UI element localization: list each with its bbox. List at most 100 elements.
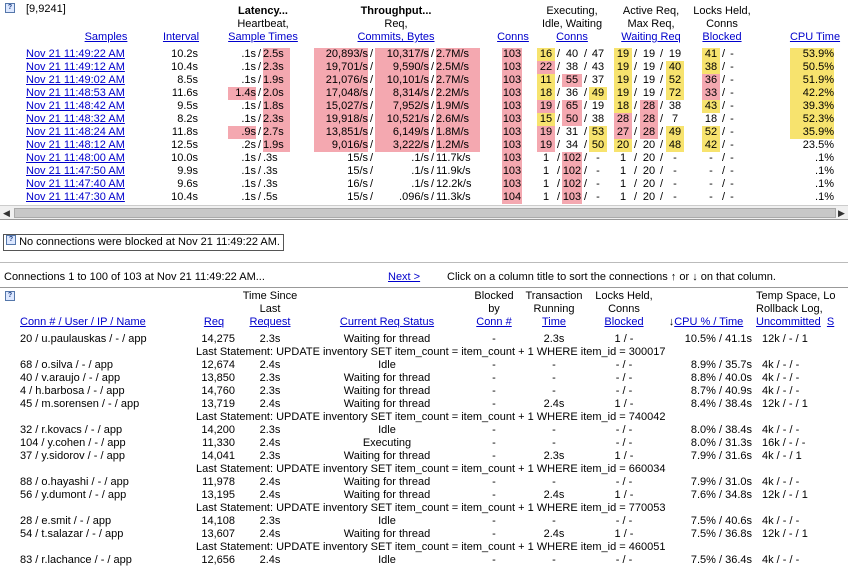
temp-space: 4k / - / -	[762, 554, 800, 566]
exec-line2: Idle, Waiting	[541, 18, 603, 30]
latency-sample-time: 2.7s	[263, 126, 290, 139]
blocked-line2: by	[488, 303, 500, 315]
next-page-link[interactable]: Next >	[388, 271, 421, 283]
active-req: 19	[614, 87, 632, 100]
scroll-right-icon[interactable]: ▶	[838, 208, 845, 218]
throughput-bytes: 2.2M/s	[436, 87, 480, 100]
column-temp-space[interactable]: Temp Space, Lo Rollback Log, Uncommitted…	[756, 290, 836, 329]
sample-time-link[interactable]: Nov 21 11:48:00 AM	[26, 152, 125, 164]
connection-row[interactable]: 104 / y.cohen / - / app 11,330 2.4s Executi…	[0, 437, 848, 450]
locks-held: - / -	[615, 437, 633, 449]
separator: /	[370, 191, 374, 203]
connection-row[interactable]: 20 / u.paulauskas / - / app 14,275 2.3s Wai…	[0, 333, 848, 346]
separator: /	[722, 48, 726, 60]
since-sort-link[interactable]: Request	[249, 316, 291, 328]
column-interval[interactable]: Interval	[162, 31, 200, 43]
sample-time-link[interactable]: Nov 21 11:49:12 AM	[26, 61, 125, 73]
blocked-sort-link[interactable]: Conn #	[476, 316, 512, 328]
max-req: 20	[642, 139, 656, 151]
blocked-line1: Blocked	[474, 290, 514, 302]
column-time-since[interactable]: Time Since Last Request	[230, 290, 310, 329]
connection-row[interactable]: 83 / r.lachance / - / app 12,656 2.4s Idle -…	[0, 554, 848, 567]
range-label: [9,9241]	[26, 3, 66, 15]
column-executing[interactable]: Executing, Idle, Waiting Conns	[533, 5, 611, 44]
column-conn-name[interactable]: Conn # / User / IP / Name	[20, 316, 146, 328]
latency-heartbeat: .1s	[241, 113, 256, 125]
locks-held: 1 / -	[614, 450, 634, 462]
horizontal-scrollbar[interactable]: ◀ ▶	[0, 205, 848, 219]
interval: 9.9s	[177, 165, 198, 177]
separator: /	[431, 48, 435, 60]
throughput-sort-link[interactable]: Commits, Bytes	[357, 31, 435, 43]
throughput-commits: 3,222/s	[375, 139, 429, 152]
waiting-req: -	[673, 165, 677, 177]
column-active-req[interactable]: Active Req, Max Req, Waiting Req	[612, 5, 690, 44]
column-blocked-by[interactable]: Blocked by Conn #	[466, 290, 522, 329]
blocked-by: -	[492, 515, 496, 527]
conn-name: 68 / o.silva / - / app	[20, 359, 113, 371]
column-status[interactable]: Current Req Status	[339, 316, 435, 328]
sample-time-link[interactable]: Nov 21 11:49:22 AM	[26, 48, 125, 60]
column-samples[interactable]: Samples	[84, 31, 128, 43]
connection-row[interactable]: 4 / h.barbosa / - / app 14,760 2.3s Waiting…	[0, 385, 848, 398]
conn-name: 45 / m.sorensen / - / app	[20, 398, 140, 410]
column-locks-held[interactable]: Locks Held, Conns Blocked	[588, 290, 660, 329]
executing-count: 19	[537, 139, 555, 152]
executing-count: 1	[542, 165, 550, 177]
conn-name: 54 / t.salazar / - / app	[20, 528, 124, 540]
column-latency[interactable]: Latency... Heartbeat, Sample Times	[213, 5, 313, 44]
connection-row[interactable]: 45 / m.sorensen / - / app 13,719 2.4s Waiti…	[0, 398, 848, 411]
cpu-percent-time: 8.8% / 40.0s	[690, 372, 752, 384]
latency-sort-link[interactable]: Sample Times	[228, 31, 298, 43]
column-cpu-time[interactable]: CPU Time	[789, 31, 841, 43]
temp-sort-link[interactable]: Uncommitted	[756, 316, 821, 328]
active-req: 1	[619, 191, 627, 203]
sample-time-link[interactable]: Nov 21 11:48:32 AM	[26, 113, 125, 125]
help-icon[interactable]: ?	[5, 291, 15, 301]
scrollbar-thumb[interactable]	[14, 208, 836, 218]
sample-time-link[interactable]: Nov 21 11:48:42 AM	[26, 100, 125, 112]
temp-extra-link[interactable]: S	[826, 316, 835, 328]
column-locks[interactable]: Locks Held, Conns Blocked	[684, 5, 760, 44]
waiting-req: -	[673, 178, 677, 190]
scroll-left-icon[interactable]: ◀	[3, 208, 10, 218]
connection-row[interactable]: 54 / t.salazar / - / app 13,607 2.4s Waitin…	[0, 528, 848, 541]
connection-row[interactable]: 68 / o.silva / - / app 12,674 2.4s Idle - - - …	[0, 359, 848, 372]
sample-time-link[interactable]: Nov 21 11:47:40 AM	[26, 178, 125, 190]
separator: /	[634, 178, 638, 190]
separator: /	[634, 113, 638, 125]
connection-row[interactable]: 32 / r.kovacs / - / app 14,200 2.3s Idle - - -…	[0, 424, 848, 437]
sample-time-link[interactable]: Nov 21 11:48:53 AM	[26, 87, 125, 99]
connection-row[interactable]: 56 / y.dumont / - / app 13,195 2.4s Waiting…	[0, 489, 848, 502]
help-icon[interactable]: ?	[6, 235, 16, 245]
connection-row[interactable]: 28 / e.smit / - / app 14,108 2.3s Idle - - - /…	[0, 515, 848, 528]
last-statement-row: Last Statement: UPDATE inventory SET ite…	[0, 411, 848, 424]
throughput-bytes: 11.3k/s	[436, 191, 471, 203]
sample-time-link[interactable]: Nov 21 11:49:02 AM	[26, 74, 125, 86]
cpu-sort-link[interactable]: CPU % / Time	[674, 316, 744, 328]
sample-time-link[interactable]: Nov 21 11:48:12 AM	[26, 139, 125, 151]
sample-time-link[interactable]: Nov 21 11:47:50 AM	[26, 165, 125, 177]
conn-locks-sort-link[interactable]: Blocked	[604, 316, 644, 328]
sample-time-link[interactable]: Nov 21 11:48:24 AM	[26, 126, 125, 138]
separator: /	[634, 152, 638, 164]
locks-sort-link[interactable]: Blocked	[702, 31, 742, 43]
help-icon[interactable]: ?	[5, 3, 15, 13]
column-transaction[interactable]: Transaction Running Time	[520, 290, 588, 329]
interval: 8.2s	[177, 113, 198, 125]
max-req: 19	[642, 48, 656, 60]
column-conns[interactable]: Conns	[497, 31, 529, 43]
connection-row[interactable]: 88 / o.hayashi / - / app 11,978 2.4s Waitin…	[0, 476, 848, 489]
sample-time-link[interactable]: Nov 21 11:47:30 AM	[26, 191, 125, 203]
connection-row[interactable]: 40 / v.araujo / - / app 13,850 2.3s Waiting…	[0, 372, 848, 385]
connection-row[interactable]: 37 / y.sidorov / - / app 14,041 2.3s Waitin…	[0, 450, 848, 463]
column-req[interactable]: Req	[203, 316, 225, 328]
exec-sort-link[interactable]: Conns	[556, 31, 588, 43]
waiting-req: 40	[666, 61, 684, 74]
active-sort-link[interactable]: Waiting Req	[621, 31, 681, 43]
txn-sort-link[interactable]: Time	[541, 316, 567, 328]
blocked-message-text: No connections were blocked at Nov 21 11…	[19, 236, 280, 248]
column-throughput[interactable]: Throughput... Req, Commits, Bytes	[322, 5, 470, 44]
column-cpu[interactable]: ↓CPU % / Time	[658, 316, 754, 329]
throughput-req: 15,027/s	[314, 100, 368, 113]
